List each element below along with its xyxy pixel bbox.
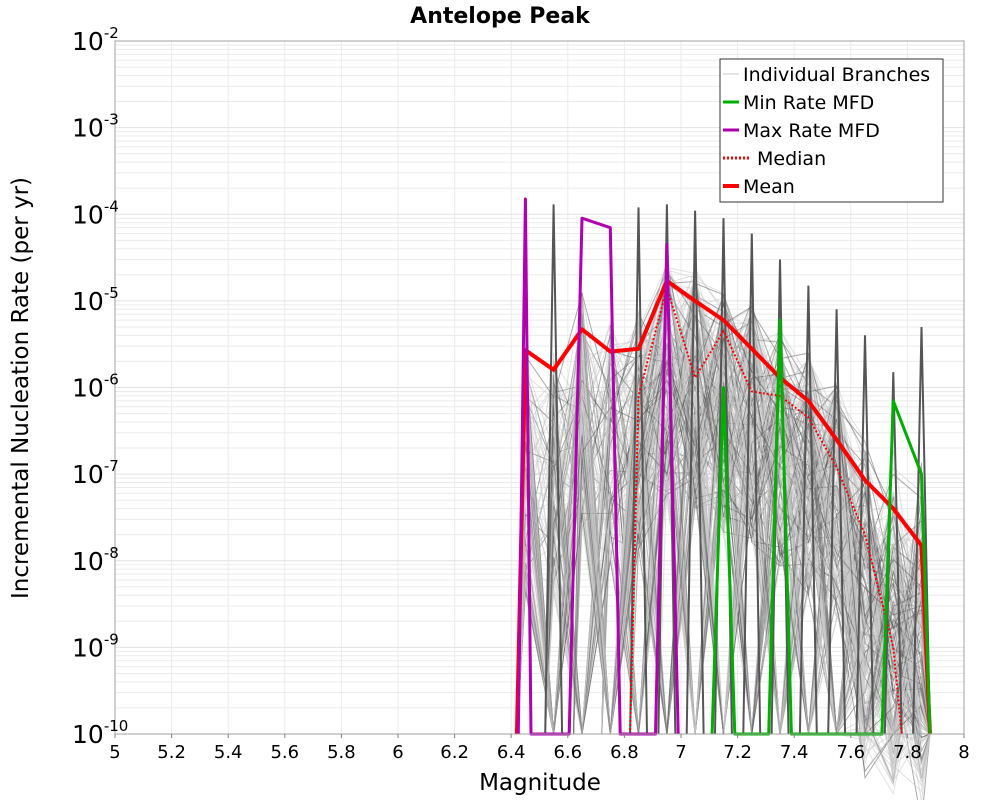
y-axis-label: Incremental Nucleation Rate (per yr)	[8, 177, 34, 599]
branch-spike	[742, 233, 762, 735]
x-tick-label: 6	[392, 742, 403, 763]
branch-spike	[544, 204, 564, 735]
x-tick-label: 5.2	[157, 742, 186, 763]
series-mean	[514, 278, 932, 735]
chart-title: Antelope Peak	[410, 4, 591, 29]
branch-spike	[827, 309, 847, 735]
branch-line	[629, 301, 931, 735]
x-tick-label: 7	[675, 742, 686, 763]
legend-label: Min Rate MFD	[743, 92, 874, 114]
y-tick-label: 10-2	[72, 24, 119, 56]
x-tick-label: 5	[109, 742, 120, 763]
y-tick-label: 10-4	[72, 197, 119, 229]
x-tick-label: 6.6	[553, 742, 582, 763]
branch-spike	[629, 207, 648, 735]
y-tick-label: 10-8	[72, 544, 119, 576]
x-axis-ticks: 5 5.2 5.4 5.6 5.8 6 6.2 6.4 6.6 6.8 7 7.2 7.4 7.6 7.8 8	[109, 734, 970, 763]
x-tick-label: 6.2	[440, 742, 469, 763]
y-tick-label: 10-10	[72, 717, 128, 749]
series-min-rate-mfd	[710, 318, 932, 736]
x-tick-label: 5.8	[327, 742, 356, 763]
series-lines	[514, 197, 932, 736]
branch-line	[516, 296, 931, 735]
plot-frame	[114, 40, 965, 735]
y-axis-ticks: 10-10 10-9 10-8 10-7 10-6 10-5 10-4 10-3 10-2	[72, 24, 128, 749]
legend-box	[719, 58, 944, 203]
x-tick-label: 8	[958, 742, 969, 763]
y-tick-label: 10-3	[72, 111, 119, 143]
branch-spike	[685, 210, 705, 735]
branch-line	[516, 366, 930, 744]
y-tick-label: 10-5	[72, 284, 119, 316]
series-max-rate-mfd	[516, 197, 680, 736]
branch-line	[516, 345, 931, 735]
legend: Individual Branches Min Rate MFD Max Rate …	[719, 58, 944, 203]
branch-line	[516, 326, 931, 735]
branch-line	[573, 342, 931, 735]
branch-spike	[883, 372, 903, 735]
legend-label: Individual Branches	[743, 64, 930, 86]
x-tick-label: 6.4	[497, 742, 526, 763]
branch-line	[516, 316, 931, 735]
branch-spike	[855, 335, 875, 735]
x-tick-label: 7.2	[723, 742, 752, 763]
x-axis-label: Magnitude	[479, 770, 601, 796]
branch-spike	[657, 204, 677, 735]
branch-line	[544, 293, 931, 735]
y-tick-label: 10-6	[72, 371, 119, 403]
x-tick-label: 5.4	[214, 742, 243, 763]
y-tick-label: 10-7	[72, 457, 119, 489]
branch-spike	[798, 285, 818, 735]
y-tick-label: 10-9	[72, 630, 119, 662]
x-tick-label: 7.4	[780, 742, 809, 763]
x-tick-label: 7.8	[893, 742, 922, 763]
x-tick-label: 7.6	[836, 742, 865, 763]
legend-label: Max Rate MFD	[743, 120, 880, 142]
legend-label: Mean	[743, 176, 795, 198]
x-tick-label: 6.8	[610, 742, 639, 763]
branch-spike	[912, 326, 931, 735]
legend-label: Median	[757, 148, 826, 170]
x-tick-label: 5.6	[270, 742, 299, 763]
